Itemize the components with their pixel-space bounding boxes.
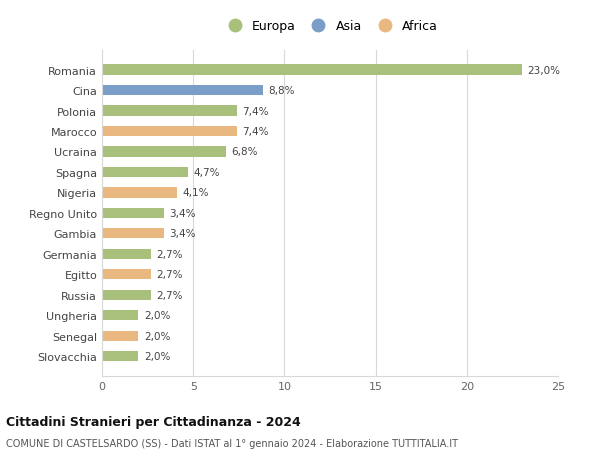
Bar [102,86,263,96]
Text: 3,4%: 3,4% [169,208,196,218]
Text: 4,7%: 4,7% [193,168,220,178]
Bar [102,331,139,341]
Text: 2,7%: 2,7% [157,290,183,300]
Bar [102,229,164,239]
Text: 4,1%: 4,1% [182,188,209,198]
Text: 2,0%: 2,0% [144,311,170,320]
Bar [102,188,177,198]
Text: 2,0%: 2,0% [144,352,170,361]
Bar [102,168,188,178]
Text: 3,4%: 3,4% [169,229,196,239]
Bar [102,106,237,117]
Text: 2,0%: 2,0% [144,331,170,341]
Bar [102,147,226,157]
Bar [102,351,139,362]
Text: 7,4%: 7,4% [242,106,269,116]
Bar [102,127,237,137]
Bar [102,310,139,321]
Text: Cittadini Stranieri per Cittadinanza - 2024: Cittadini Stranieri per Cittadinanza - 2… [6,415,301,428]
Text: 8,8%: 8,8% [268,86,295,96]
Text: 2,7%: 2,7% [157,249,183,259]
Text: 23,0%: 23,0% [527,66,560,75]
Text: 6,8%: 6,8% [232,147,258,157]
Legend: Europa, Asia, Africa: Europa, Asia, Africa [220,17,440,36]
Bar [102,249,151,259]
Text: COMUNE DI CASTELSARDO (SS) - Dati ISTAT al 1° gennaio 2024 - Elaborazione TUTTIT: COMUNE DI CASTELSARDO (SS) - Dati ISTAT … [6,438,458,448]
Bar [102,65,521,76]
Text: 7,4%: 7,4% [242,127,269,137]
Bar [102,208,164,218]
Text: 2,7%: 2,7% [157,270,183,280]
Bar [102,290,151,300]
Bar [102,269,151,280]
